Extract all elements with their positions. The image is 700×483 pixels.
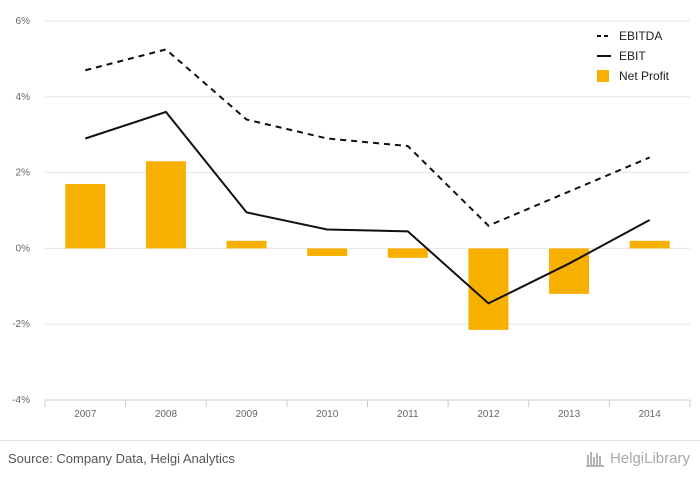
y-tick-label: 0% bbox=[16, 243, 31, 254]
net-profit-bar bbox=[629, 240, 670, 249]
net-profit-bar bbox=[307, 248, 348, 256]
x-axis: 2007 2008 2009 2010 2011 2012 2013 2014 bbox=[44, 399, 691, 420]
net-profit-bar bbox=[387, 248, 428, 258]
y-tick-label: -2% bbox=[12, 319, 30, 330]
footer: Source: Company Data, Helgi Analytics He… bbox=[0, 440, 700, 483]
x-tick-label: 2007 bbox=[74, 409, 97, 420]
x-tick-label: 2008 bbox=[155, 409, 178, 420]
net-profit-bar bbox=[145, 161, 186, 249]
net-profit-bar bbox=[468, 248, 509, 330]
net-profit-bar bbox=[65, 183, 106, 249]
ebitda-line bbox=[85, 48, 651, 227]
ebit-line bbox=[84, 110, 651, 305]
helgi-library-logo[interactable]: HelgiLibrary bbox=[585, 449, 690, 467]
grid bbox=[45, 20, 690, 401]
legend-label-ebit: EBIT bbox=[619, 49, 646, 63]
source-text: Source: Company Data, Helgi Analytics bbox=[8, 451, 235, 466]
y-tick-label: 4% bbox=[16, 92, 31, 103]
y-tick-label: 2% bbox=[16, 168, 31, 179]
legend-swatch-net-profit bbox=[597, 70, 609, 82]
library-icon bbox=[585, 452, 604, 467]
x-tick-label: 2013 bbox=[558, 409, 581, 420]
line-series bbox=[84, 48, 651, 305]
x-tick-label: 2012 bbox=[477, 409, 500, 420]
chart: 6%4%2%0%-2%-4% 2007 2008 2009 2010 2011 2012 2… bbox=[12, 16, 691, 420]
x-tick-label: 2009 bbox=[235, 409, 258, 420]
logo-text: HelgiLibrary bbox=[609, 449, 690, 467]
legend-label-ebitda: EBITDA bbox=[619, 29, 662, 43]
y-tick-label: 6% bbox=[16, 16, 31, 27]
legend: EBITDA EBIT Net Profit bbox=[597, 29, 670, 83]
net-profit-bars bbox=[65, 161, 670, 330]
net-profit-bar bbox=[226, 240, 267, 249]
legend-label-net-profit: Net Profit bbox=[619, 69, 670, 83]
y-axis: 6% 4% 2% 0% -2% -4% bbox=[12, 16, 30, 406]
y-tick-label: -4% bbox=[12, 395, 30, 406]
x-tick-label: 2010 bbox=[316, 409, 339, 420]
x-tick-label: 2011 bbox=[397, 409, 419, 420]
x-tick-label: 2014 bbox=[639, 409, 662, 420]
